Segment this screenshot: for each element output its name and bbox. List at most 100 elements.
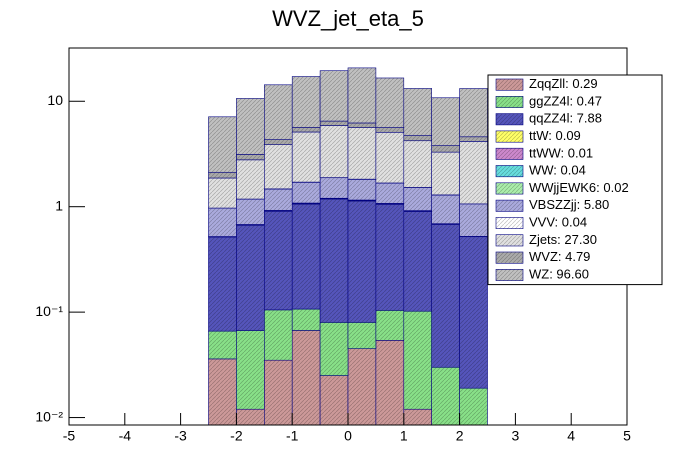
bar bbox=[291, 330, 321, 426]
bar bbox=[375, 182, 405, 204]
bar bbox=[459, 88, 488, 138]
chart-title: WVZ_jet_eta_5 bbox=[272, 6, 424, 31]
legend-label: ggZZ4l: 0.47 bbox=[529, 93, 602, 108]
bar bbox=[291, 127, 321, 133]
legend-label: ttWW: 0.01 bbox=[529, 145, 593, 160]
legend-label: ZqqZll: 0.29 bbox=[529, 76, 598, 91]
bar bbox=[431, 151, 460, 196]
bar bbox=[403, 310, 432, 410]
legend-swatch bbox=[495, 217, 524, 229]
bar bbox=[403, 187, 432, 211]
bar bbox=[208, 116, 237, 173]
bar bbox=[375, 310, 405, 341]
y-tick-label: 1 bbox=[55, 197, 63, 213]
legend-label: qqZZ4l: 7.88 bbox=[529, 111, 602, 126]
bar bbox=[236, 330, 265, 410]
bar bbox=[263, 210, 293, 311]
bar bbox=[403, 140, 432, 188]
legend-label: WW: 0.04 bbox=[529, 163, 586, 178]
bar bbox=[319, 375, 349, 426]
legend-label: ttW: 0.09 bbox=[529, 128, 581, 143]
x-tick-label: 1 bbox=[400, 428, 408, 444]
bar bbox=[319, 198, 349, 323]
bar bbox=[403, 211, 432, 312]
x-tick-label: -4 bbox=[119, 428, 132, 444]
legend-swatch bbox=[495, 251, 524, 264]
bar bbox=[403, 408, 432, 426]
legend-swatch bbox=[495, 130, 524, 143]
bar bbox=[291, 76, 321, 128]
bar bbox=[208, 236, 237, 332]
bar bbox=[263, 144, 293, 190]
bar bbox=[431, 97, 460, 146]
bar bbox=[431, 145, 460, 153]
bar bbox=[236, 154, 265, 161]
bar bbox=[208, 358, 237, 426]
x-tick-label: 4 bbox=[567, 428, 575, 444]
legend-swatch bbox=[495, 234, 524, 247]
x-tick-label: -3 bbox=[174, 428, 187, 444]
y-tick-label: 10⁻¹ bbox=[35, 303, 63, 319]
bar bbox=[347, 200, 377, 323]
bar bbox=[375, 203, 405, 311]
bar bbox=[236, 159, 265, 200]
bar bbox=[431, 224, 460, 368]
legend-swatch bbox=[495, 268, 524, 281]
legend-swatch bbox=[495, 182, 524, 195]
bar bbox=[459, 203, 488, 237]
bar bbox=[403, 88, 432, 136]
bar bbox=[263, 309, 293, 361]
legend-swatch bbox=[495, 113, 524, 126]
bar bbox=[375, 77, 405, 128]
legend-label: WZ: 96.60 bbox=[529, 266, 589, 281]
bar bbox=[347, 122, 377, 128]
legend-swatch bbox=[495, 165, 524, 178]
bar bbox=[347, 67, 377, 124]
bar bbox=[459, 136, 488, 142]
legend-label: WWjjEWK6: 0.02 bbox=[529, 180, 629, 195]
bar bbox=[263, 188, 293, 211]
legend-swatch bbox=[495, 96, 524, 108]
bar bbox=[319, 125, 349, 178]
bar bbox=[208, 330, 237, 360]
bar bbox=[431, 366, 460, 426]
bar bbox=[263, 84, 293, 140]
bar bbox=[208, 207, 237, 237]
y-tick-label: 10 bbox=[47, 92, 63, 108]
bar bbox=[263, 139, 293, 145]
bar bbox=[236, 198, 265, 225]
x-tick-label: 0 bbox=[344, 428, 352, 444]
legend-swatch bbox=[495, 147, 524, 160]
bar bbox=[319, 322, 349, 376]
x-tick-label: 3 bbox=[512, 428, 520, 444]
bar bbox=[375, 131, 405, 184]
bar bbox=[319, 120, 349, 126]
x-tick-label: -1 bbox=[286, 428, 299, 444]
bar bbox=[459, 236, 488, 389]
bar bbox=[375, 127, 405, 133]
legend-swatch bbox=[495, 199, 524, 212]
legend-swatch bbox=[495, 78, 524, 91]
bar bbox=[459, 141, 488, 205]
legend-label: WVZ: 4.79 bbox=[529, 249, 590, 264]
bar bbox=[208, 171, 237, 179]
bar bbox=[459, 387, 488, 426]
legend-label: VVV: 0.04 bbox=[529, 214, 587, 229]
bar bbox=[403, 135, 432, 142]
legend-label: Zjets: 27.30 bbox=[529, 232, 597, 247]
bar bbox=[208, 177, 237, 209]
x-tick-label: 5 bbox=[623, 428, 631, 444]
bar bbox=[236, 98, 265, 155]
x-tick-label: -2 bbox=[230, 428, 243, 444]
bar bbox=[347, 348, 377, 426]
bar bbox=[236, 224, 265, 331]
bar bbox=[291, 131, 321, 183]
bar bbox=[319, 177, 349, 199]
bar bbox=[291, 308, 321, 331]
bar bbox=[431, 194, 460, 224]
bar bbox=[291, 182, 321, 204]
bar bbox=[236, 408, 265, 426]
bar bbox=[291, 203, 321, 310]
